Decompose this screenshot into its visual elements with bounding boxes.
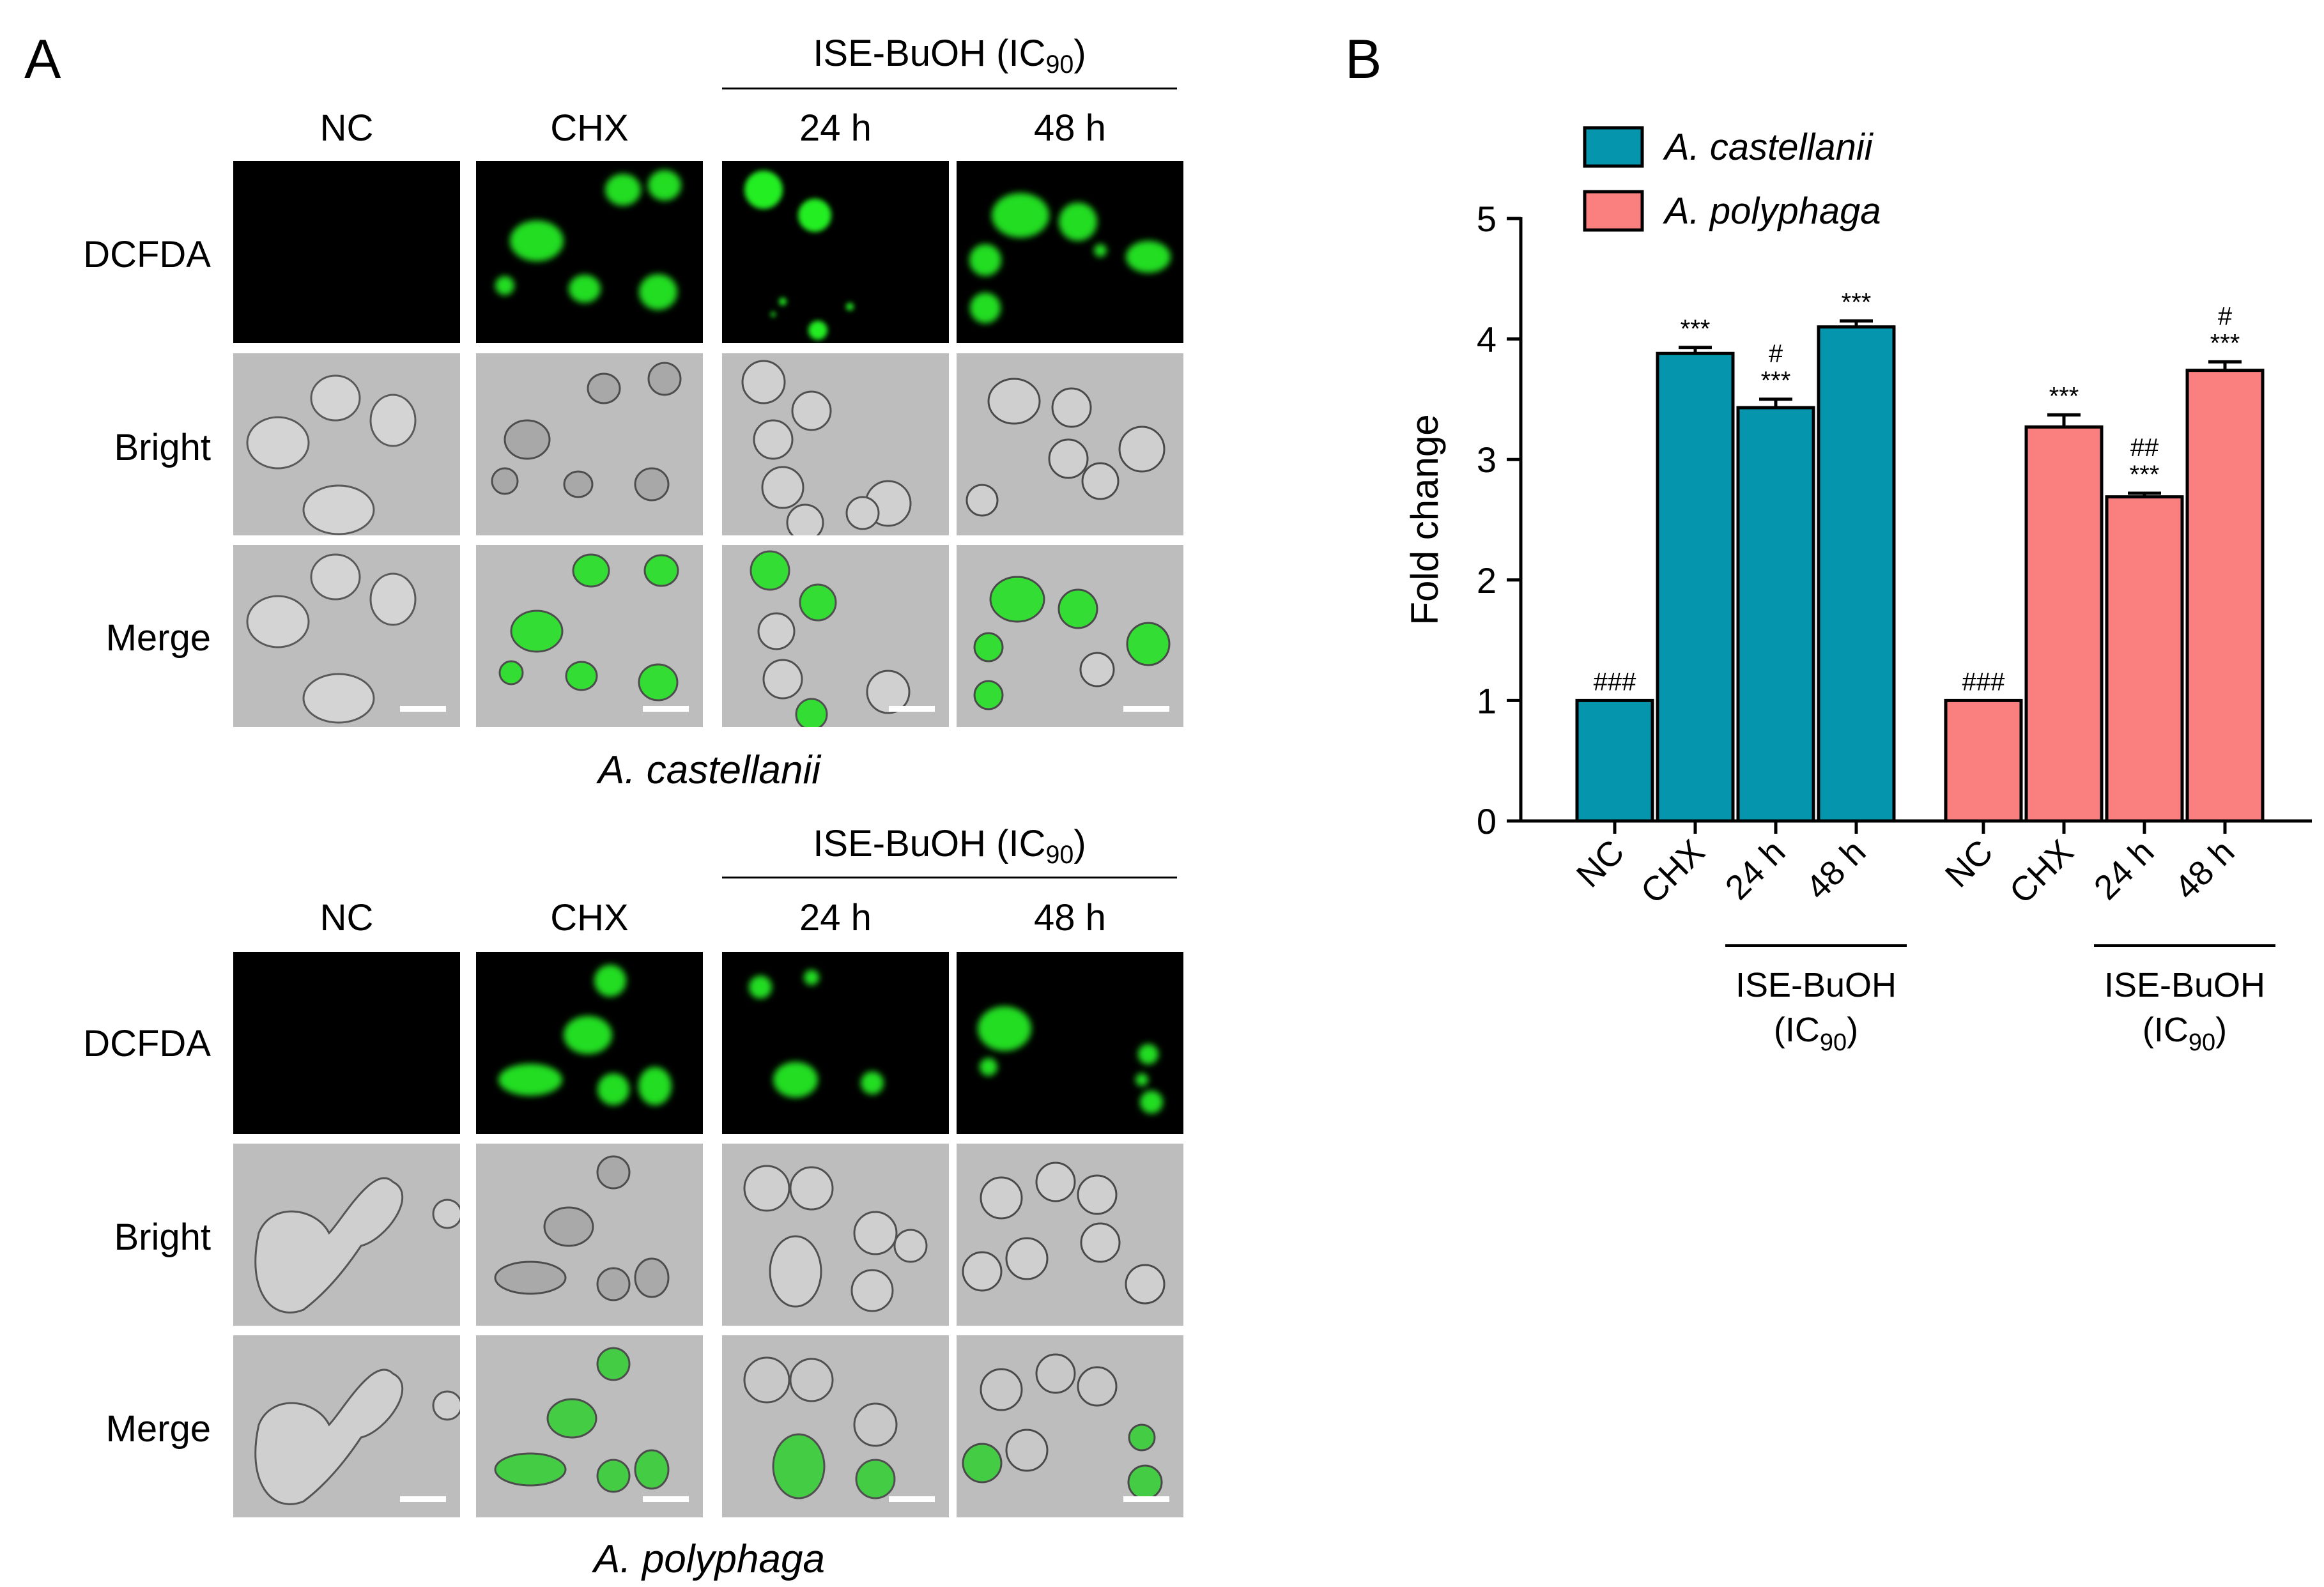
- bar-polyphaga: [2024, 425, 2104, 823]
- scale-bar: [1123, 706, 1169, 712]
- row-label-dcfda: DCFDA: [83, 1023, 211, 1064]
- y-tick-label: 1: [1477, 680, 1497, 721]
- significance-label: ***: [1842, 288, 1872, 316]
- micrograph-bright-24h-castellanii: [722, 353, 949, 535]
- micrograph-merge-48h-castellanii: [957, 545, 1183, 727]
- bar-polyphaga: [1944, 698, 2023, 823]
- row-label-bright: Bright: [114, 427, 211, 468]
- column-label-nc: NC: [319, 107, 374, 149]
- bar-polyphaga: [2105, 495, 2184, 823]
- micrograph-merge-nc-castellanii: [233, 545, 460, 727]
- micrograph-merge-nc-polyphaga: [233, 1335, 460, 1517]
- significance-label: ***: [2210, 329, 2240, 357]
- column-label-48h: 48 h: [1034, 107, 1106, 149]
- significance-label: ***: [2130, 461, 2160, 489]
- column-label-chx: CHX: [550, 107, 629, 149]
- column-label-24h: 24 h: [799, 107, 872, 149]
- treatment-group-label: ISE-BuOH (IC90): [813, 823, 1086, 870]
- micrograph-bright-nc-castellanii: [233, 353, 460, 535]
- treatment-group-label: ISE-BuOH: [2104, 966, 2265, 1004]
- treatment-group-label: (IC90): [2143, 1011, 2227, 1056]
- column-label-24h: 24 h: [799, 897, 872, 939]
- panel-a-label: A: [24, 29, 61, 90]
- treatment-group-bracket: [722, 88, 1177, 89]
- micrograph-dcfda-48h-polyphaga: [957, 952, 1183, 1134]
- micrograph-bright-nc-polyphaga: [233, 1144, 460, 1326]
- legend-label: A. polyphaga: [1663, 190, 1881, 232]
- micrograph-dcfda-48h-castellanii: [957, 161, 1183, 343]
- species-label-castellanii: A. castellanii: [597, 748, 821, 792]
- micrograph-merge-24h-castellanii: [722, 545, 949, 727]
- scale-bar: [889, 1496, 935, 1502]
- micrograph-merge-chx-castellanii: [476, 545, 703, 727]
- column-label-48h: 48 h: [1034, 897, 1106, 939]
- micrograph-merge-24h-polyphaga: [722, 1335, 949, 1517]
- scale-bar: [643, 1496, 689, 1502]
- significance-label: #: [2218, 302, 2233, 330]
- significance-label: ##: [2130, 434, 2159, 462]
- significance-label: ###: [1962, 668, 2005, 696]
- scale-bar: [643, 706, 689, 712]
- y-axis-label: Fold change: [1403, 414, 1446, 625]
- bar-castellanii: [1736, 406, 1815, 823]
- row-label-dcfda: DCFDA: [83, 234, 211, 275]
- micrograph-dcfda-24h-polyphaga: [722, 952, 949, 1134]
- row-label-merge: Merge: [105, 617, 211, 659]
- micrograph-dcfda-nc-polyphaga: [233, 952, 460, 1134]
- x-tick-label: 24 h: [2087, 832, 2162, 907]
- scale-bar: [889, 706, 935, 712]
- column-label-chx: CHX: [550, 897, 629, 939]
- micrograph-bright-48h-castellanii: [957, 353, 1183, 535]
- treatment-group-label: ISE-BuOH: [1735, 966, 1897, 1004]
- y-tick-label: 5: [1477, 199, 1497, 239]
- scale-bar: [400, 706, 446, 712]
- x-tick-label: CHX: [2002, 832, 2081, 911]
- significance-label: ###: [1594, 668, 1636, 696]
- significance-label: #: [1769, 340, 1783, 368]
- panel-b-label: B: [1345, 29, 1382, 90]
- bar-castellanii: [1817, 325, 1896, 823]
- treatment-group-bracket: [722, 877, 1177, 878]
- y-tick-label: 0: [1477, 801, 1497, 841]
- micrograph-merge-chx-polyphaga: [476, 1335, 703, 1517]
- legend-label: A. castellanii: [1663, 126, 1874, 168]
- row-label-merge: Merge: [105, 1408, 211, 1450]
- x-tick-label: 24 h: [1718, 832, 1793, 907]
- scale-bar: [400, 1496, 446, 1502]
- micrograph-merge-48h-polyphaga: [957, 1335, 1183, 1517]
- significance-label: ***: [1681, 315, 1711, 343]
- micrograph-bright-48h-polyphaga: [957, 1144, 1183, 1326]
- legend-swatch: [1583, 190, 1644, 232]
- micrograph-dcfda-chx-castellanii: [476, 161, 703, 343]
- legend-swatch: [1583, 126, 1644, 168]
- species-label-polyphaga: A. polyphaga: [594, 1537, 825, 1581]
- x-tick-label: NC: [1569, 832, 1632, 895]
- y-tick-label: 2: [1477, 560, 1497, 601]
- treatment-group-label: (IC90): [1774, 1011, 1858, 1056]
- y-tick-label: 3: [1477, 440, 1497, 480]
- bar-polyphaga: [2185, 369, 2265, 823]
- x-tick-label: 48 h: [1799, 832, 1874, 907]
- micrograph-bright-chx-polyphaga: [476, 1144, 703, 1326]
- micrograph-bright-chx-castellanii: [476, 353, 703, 535]
- micrograph-bright-24h-polyphaga: [722, 1144, 949, 1326]
- micrograph-dcfda-24h-castellanii: [722, 161, 949, 343]
- scale-bar: [1123, 1496, 1169, 1502]
- row-label-bright: Bright: [114, 1216, 211, 1258]
- micrograph-dcfda-chx-polyphaga: [476, 952, 703, 1134]
- bar-castellanii: [1575, 698, 1654, 823]
- significance-label: ***: [2049, 382, 2079, 410]
- column-label-nc: NC: [319, 897, 374, 939]
- x-tick-label: 48 h: [2167, 832, 2242, 907]
- bar-castellanii: [1656, 351, 1735, 823]
- y-tick-label: 4: [1477, 319, 1497, 360]
- x-tick-label: CHX: [1633, 832, 1712, 911]
- micrograph-dcfda-nc-castellanii: [233, 161, 460, 343]
- significance-label: ***: [1761, 367, 1791, 395]
- treatment-group-label: ISE-BuOH (IC90): [813, 33, 1086, 79]
- x-tick-label: NC: [1938, 832, 2001, 895]
